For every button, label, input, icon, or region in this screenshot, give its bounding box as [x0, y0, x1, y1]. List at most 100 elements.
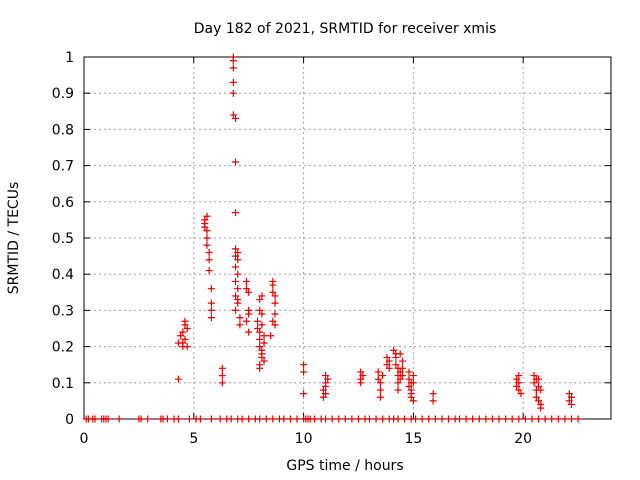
data-point	[229, 64, 237, 72]
data-point	[218, 372, 226, 380]
data-point	[163, 415, 171, 423]
data-point	[286, 415, 294, 423]
data-point	[269, 288, 277, 296]
data-point	[548, 415, 556, 423]
data-point	[374, 368, 382, 376]
data-point	[207, 314, 215, 322]
x-tick-label: 15	[404, 431, 422, 447]
y-tick-label: 0.7	[52, 159, 74, 175]
data-point	[91, 415, 99, 423]
data-point	[115, 415, 123, 423]
data-point	[445, 415, 453, 423]
data-point	[322, 390, 330, 398]
data-point	[232, 263, 240, 271]
data-point	[392, 350, 400, 358]
data-point	[232, 252, 240, 260]
data-point	[462, 415, 470, 423]
data-point	[253, 325, 261, 332]
data-point	[407, 393, 415, 401]
data-point	[322, 382, 330, 390]
data-point	[383, 353, 391, 361]
data-point	[517, 390, 525, 398]
data-point	[242, 317, 250, 325]
data-point	[394, 386, 402, 394]
data-point	[530, 379, 538, 387]
data-point	[541, 415, 549, 423]
data-point	[207, 415, 215, 423]
data-point	[183, 343, 191, 351]
data-point	[515, 415, 523, 423]
data-point	[537, 404, 545, 412]
data-point	[267, 332, 275, 340]
data-point	[216, 415, 224, 423]
data-point	[205, 267, 213, 275]
data-point	[392, 361, 400, 369]
data-point	[271, 299, 279, 307]
data-point	[425, 415, 433, 423]
data-point	[335, 415, 343, 423]
data-point	[234, 296, 242, 304]
data-point	[234, 285, 242, 293]
data-point	[300, 361, 308, 369]
data-point	[242, 277, 250, 285]
data-point	[229, 57, 237, 65]
data-point	[196, 415, 204, 423]
data-point	[201, 220, 209, 228]
data-point	[438, 415, 446, 423]
data-point	[567, 415, 575, 423]
data-point	[407, 379, 415, 387]
data-point	[554, 415, 562, 423]
data-point	[256, 335, 264, 343]
y-axis-label: SRMTID / TECUs	[6, 182, 22, 295]
data-point	[262, 415, 270, 423]
data-point	[236, 314, 244, 322]
data-point	[530, 372, 538, 380]
data-point	[412, 415, 420, 423]
data-point	[418, 415, 426, 423]
data-point	[177, 332, 185, 340]
data-point	[207, 299, 215, 307]
data-point	[203, 212, 211, 220]
data-point	[429, 397, 437, 405]
data-point	[207, 306, 215, 314]
data-point	[319, 386, 327, 394]
data-point	[475, 415, 483, 423]
data-point	[300, 390, 308, 398]
data-point	[258, 292, 266, 300]
data-point	[379, 372, 387, 380]
data-point	[357, 379, 365, 387]
data-point	[271, 321, 279, 329]
data-point	[405, 368, 413, 376]
data-point	[256, 415, 264, 423]
data-point	[232, 277, 240, 285]
data-point	[245, 288, 253, 296]
data-point	[232, 306, 240, 314]
y-axis: 0 0.1 0.2 0.3 0.4 0.5 0.6 0.7 0.8 0.9 1	[52, 50, 611, 428]
y-tick-label: 0.6	[52, 195, 74, 211]
data-point	[376, 393, 384, 401]
data-point	[280, 415, 288, 423]
data-point	[535, 375, 543, 383]
data-point	[174, 375, 182, 383]
data-point	[256, 328, 264, 336]
y-tick-label: 0.3	[52, 303, 74, 319]
data-point	[376, 386, 384, 394]
data-point	[521, 415, 529, 423]
data-point	[232, 209, 240, 217]
data-point	[348, 415, 356, 423]
data-point	[567, 401, 575, 409]
data-point	[482, 415, 490, 423]
data-point	[396, 375, 404, 383]
data-point	[234, 256, 242, 264]
data-point	[357, 368, 365, 376]
data-point	[515, 372, 523, 380]
y-tick-label: 0.4	[52, 267, 74, 283]
data-point	[293, 415, 301, 423]
data-point	[205, 256, 213, 264]
data-point	[258, 310, 266, 318]
data-point	[256, 296, 264, 304]
data-point	[401, 415, 409, 423]
data-point	[245, 415, 253, 423]
data-point	[271, 292, 279, 300]
